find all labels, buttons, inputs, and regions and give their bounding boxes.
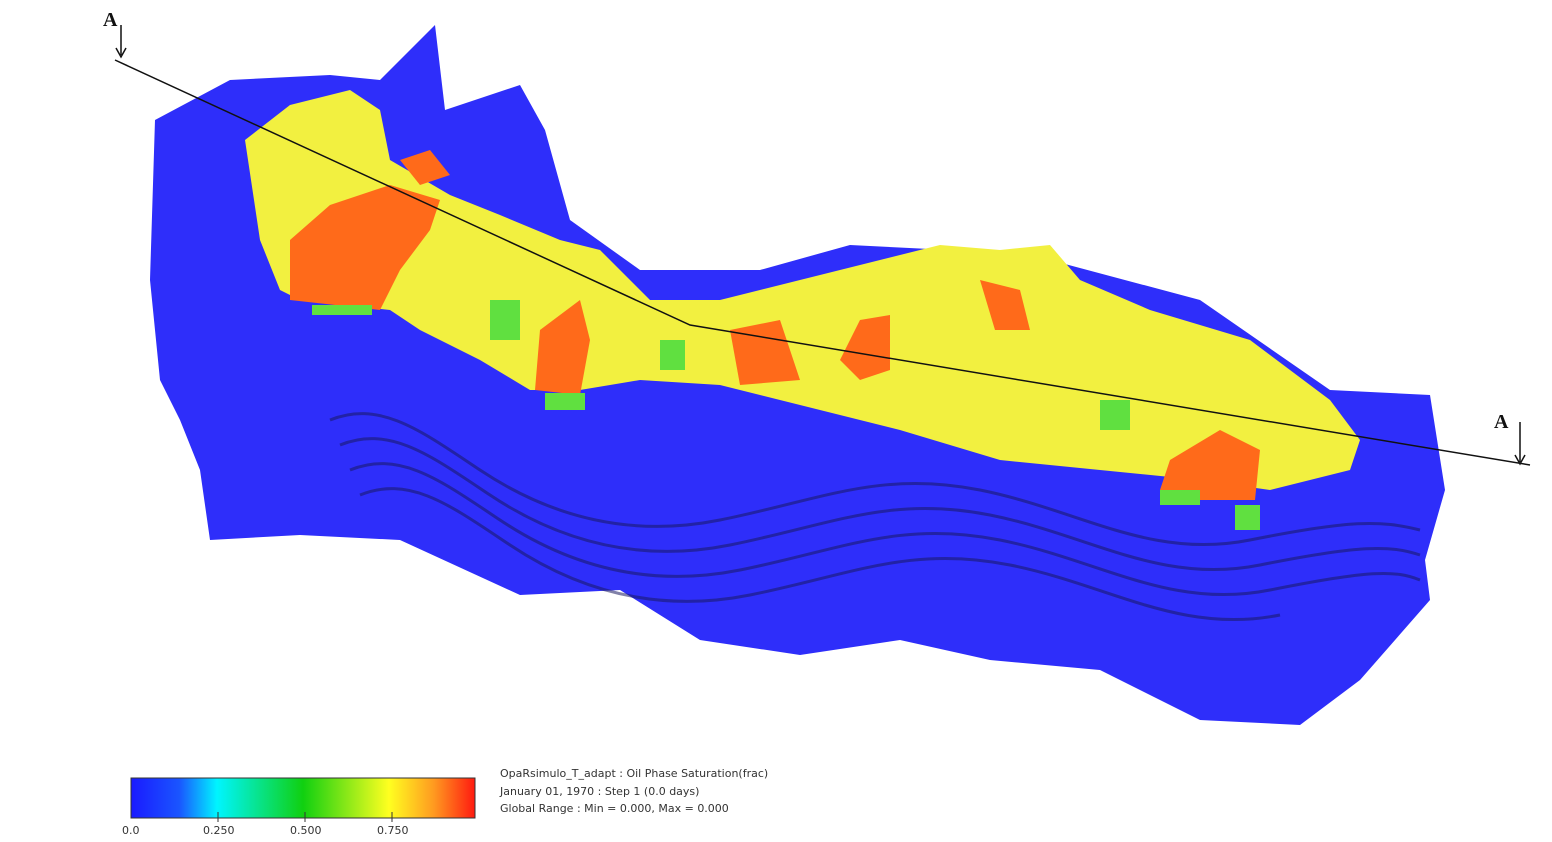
mid-saturation [312,300,1260,530]
section-label: A [103,9,118,31]
layer-lines [329,412,1421,622]
color-bar [130,777,476,819]
legend-title: OpaRsimulo_T_adapt : Oil Phase Saturatio… [500,767,768,780]
legend-tick-label: 0.750 [377,824,409,837]
section-line [114,25,1531,466]
legend-date: January 01, 1970 : Step 1 (0.0 days) [499,785,699,798]
legend-tick-label: 0.500 [290,824,322,837]
legend-range: Global Range : Min = 0.000, Max = 0.000 [500,802,729,815]
legend-ticks [217,812,393,822]
reservoir-model [150,25,1445,725]
legend-tick-label: 0.250 [203,824,235,837]
section-label: A [1494,411,1509,433]
legend-tick-label: 0.0 [122,824,140,837]
color-legend: 0.0 0.250 0.500 0.750 OpaRsimulo_T_adapt… [122,767,768,837]
high-saturation [290,150,1260,500]
